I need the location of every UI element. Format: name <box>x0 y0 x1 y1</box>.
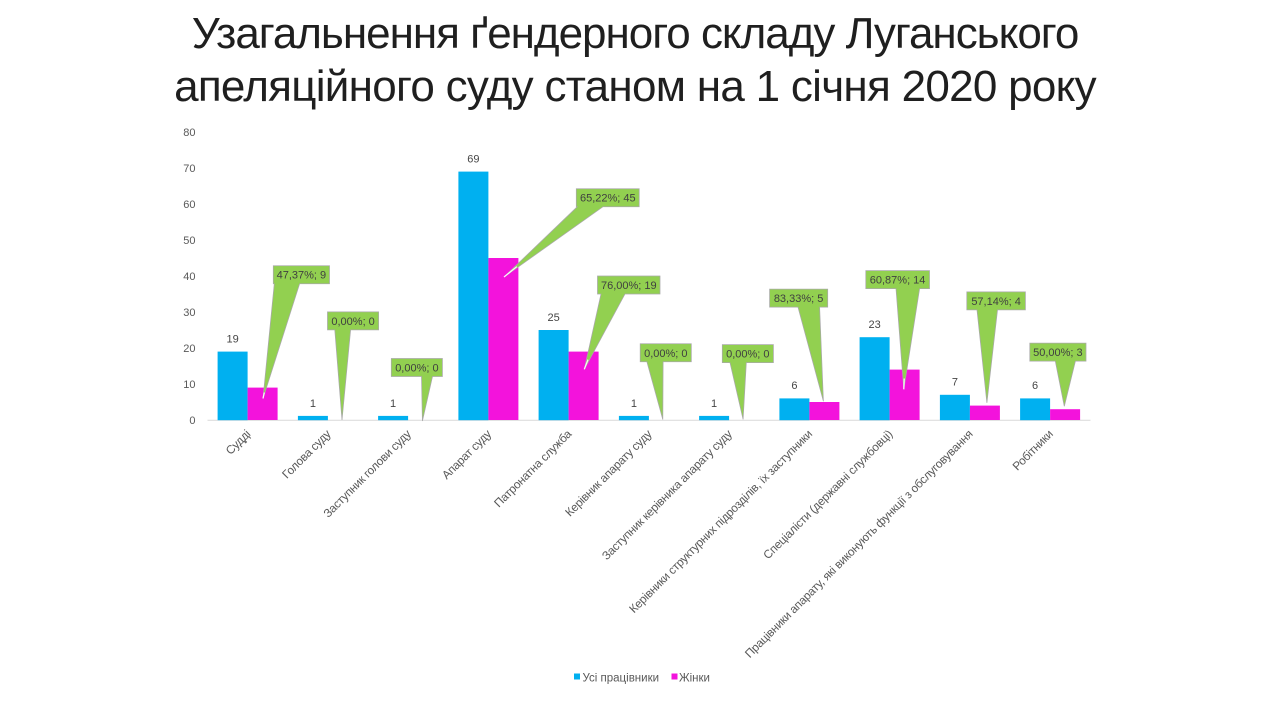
svg-text:Жінки: Жінки <box>679 672 710 684</box>
svg-text:0,00%; 0: 0,00%; 0 <box>726 349 769 361</box>
svg-text:65,22%; 45: 65,22%; 45 <box>580 193 636 205</box>
svg-text:1: 1 <box>711 398 717 410</box>
svg-text:Керівник апарату суду: Керівник апарату суду <box>562 427 654 519</box>
svg-text:20: 20 <box>183 343 195 355</box>
svg-text:0,00%; 0: 0,00%; 0 <box>644 348 687 360</box>
svg-text:60: 60 <box>183 199 195 211</box>
svg-text:80: 80 <box>183 127 195 139</box>
svg-text:76,00%; 19: 76,00%; 19 <box>601 280 657 292</box>
svg-text:57,14%; 4: 57,14%; 4 <box>971 296 1021 308</box>
svg-text:60,87%; 14: 60,87%; 14 <box>870 275 926 287</box>
svg-text:Керівники структурних підрозді: Керівники структурних підрозділів, їх за… <box>626 427 815 616</box>
svg-text:7: 7 <box>952 377 958 389</box>
svg-text:Робітники: Робітники <box>1010 427 1056 473</box>
svg-text:Спеціалісти (державні службовц: Спеціалісти (державні службовці) <box>760 427 895 562</box>
svg-text:Патронатна служба: Патронатна служба <box>491 427 575 511</box>
svg-text:6: 6 <box>791 380 797 392</box>
svg-text:0,00%; 0: 0,00%; 0 <box>331 316 374 328</box>
svg-text:23: 23 <box>868 319 880 331</box>
svg-text:Апарат суду: Апарат суду <box>439 427 494 482</box>
svg-text:1: 1 <box>631 398 637 410</box>
svg-text:40: 40 <box>183 271 195 283</box>
svg-text:Голова суду: Голова суду <box>279 427 334 482</box>
svg-text:1: 1 <box>390 398 396 410</box>
svg-text:19: 19 <box>226 333 238 345</box>
svg-text:10: 10 <box>183 379 195 391</box>
svg-text:69: 69 <box>467 153 479 165</box>
svg-text:Заступник керівника апарату су: Заступник керівника апарату суду <box>599 427 735 563</box>
svg-text:Усі працівники: Усі працівники <box>583 672 660 684</box>
svg-text:25: 25 <box>547 312 559 324</box>
svg-text:30: 30 <box>183 307 195 319</box>
svg-text:1: 1 <box>310 398 316 410</box>
svg-text:47,37%; 9: 47,37%; 9 <box>277 270 327 282</box>
svg-text:70: 70 <box>183 163 195 175</box>
svg-text:50,00%; 3: 50,00%; 3 <box>1033 347 1083 359</box>
svg-text:50: 50 <box>183 235 195 247</box>
svg-text:0,00%; 0: 0,00%; 0 <box>395 363 438 375</box>
svg-text:Заступник голови суду: Заступник голови суду <box>320 427 414 521</box>
svg-text:83,33%; 5: 83,33%; 5 <box>774 293 824 305</box>
svg-text:Судді: Судді <box>223 427 254 458</box>
svg-text:0: 0 <box>189 415 195 427</box>
svg-text:6: 6 <box>1032 380 1038 392</box>
